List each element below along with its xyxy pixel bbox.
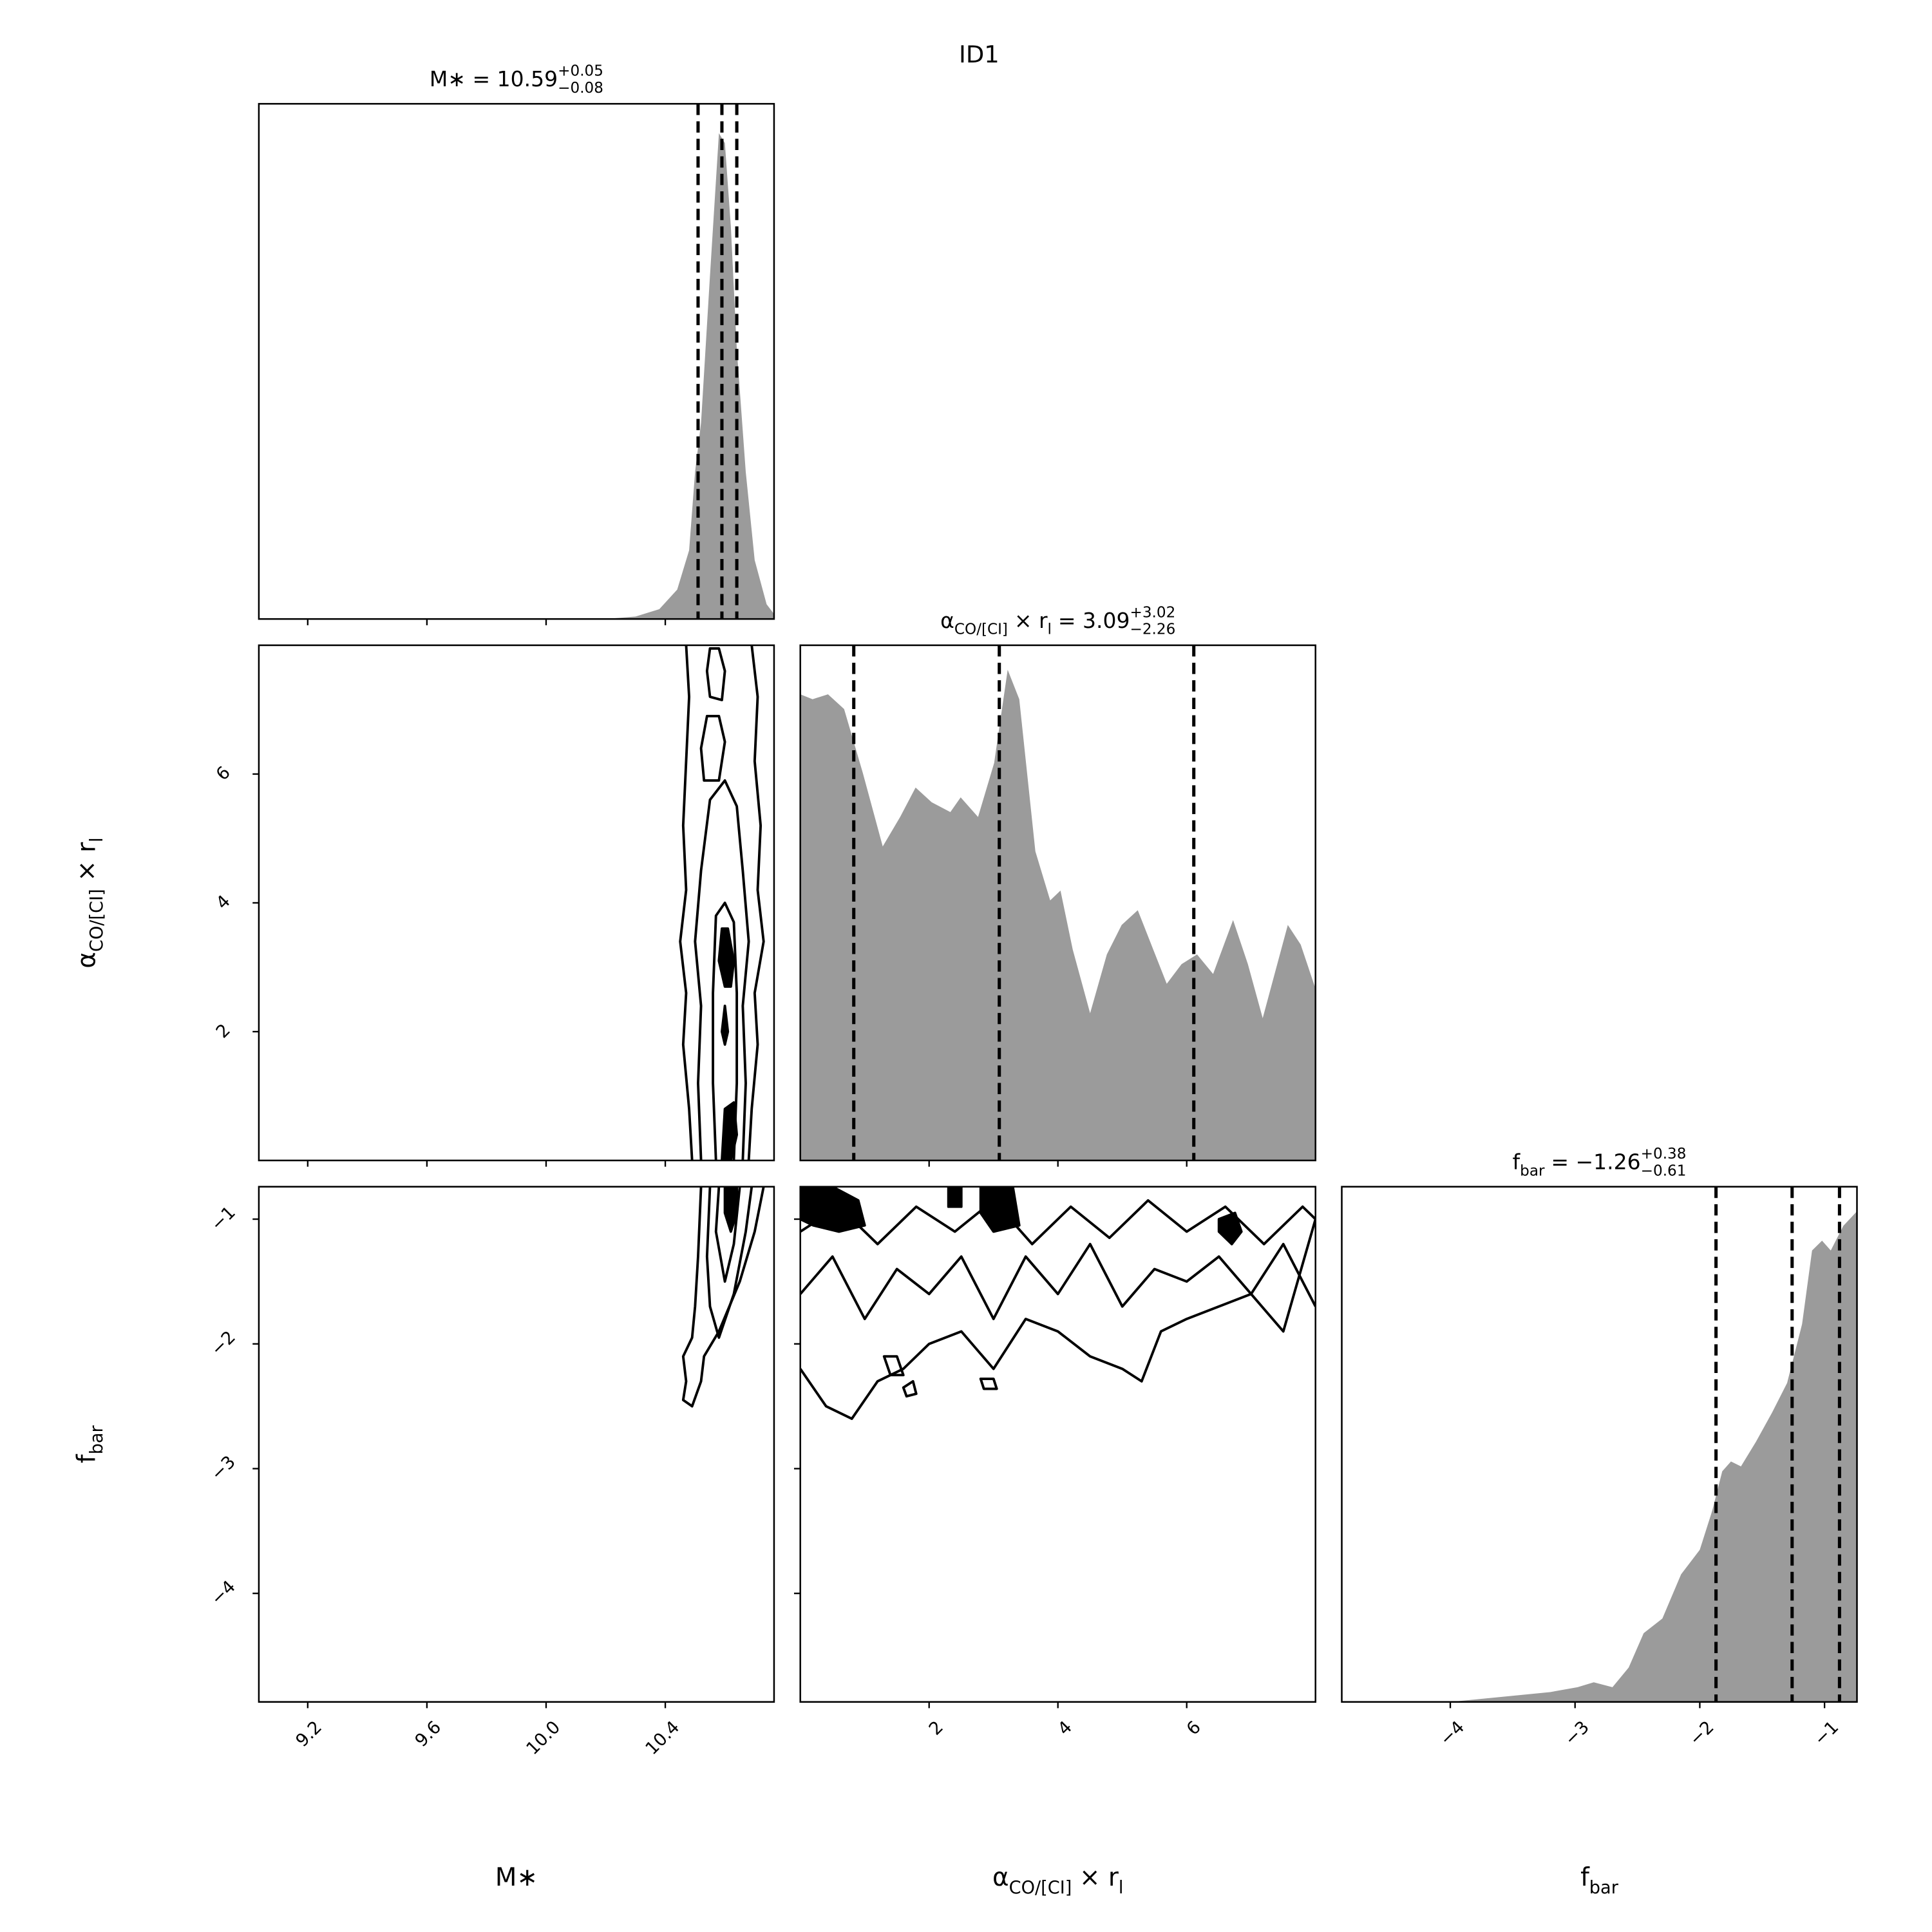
panel-title: α CO/[CI] × r l = 3.09 +3.02−2.26 — [940, 604, 1175, 638]
text-segment: CO/[CI] — [1009, 1878, 1072, 1898]
text-segment: = 3.09 — [1058, 608, 1130, 633]
text-segment: f — [73, 1454, 102, 1463]
contour-fill — [721, 1005, 730, 1046]
panel-frame — [1341, 1186, 1858, 1703]
contour-line — [712, 902, 739, 1160]
contour-line — [679, 645, 694, 1160]
contour-fill — [717, 927, 735, 988]
text-segment: M∗ = 10.59 — [430, 66, 558, 91]
contour-fill — [979, 1186, 1021, 1233]
text-segment: CO/[CI] — [87, 889, 107, 952]
text-segment: CO/[CI] — [954, 621, 1008, 638]
text-segment: f — [1513, 1150, 1521, 1175]
contour-line — [747, 645, 765, 1160]
text-segment: −2.26 — [1130, 621, 1176, 638]
text-segment: M∗ — [495, 1863, 538, 1892]
text-segment: +0.05 — [558, 62, 603, 79]
text-segment: α — [940, 608, 954, 633]
histogram-area — [800, 670, 1316, 1160]
text-segment: bar — [1589, 1878, 1619, 1898]
panel-frame — [258, 102, 775, 620]
contour-line — [800, 1242, 1316, 1320]
contour-line — [882, 1355, 905, 1377]
text-segment: × r — [73, 842, 102, 882]
histogram-area — [1341, 1211, 1857, 1702]
text-segment: +3.02 — [1130, 604, 1176, 621]
panel — [800, 1186, 1316, 1420]
contour-fill — [800, 1186, 866, 1233]
contour-line — [705, 647, 726, 701]
panel — [679, 645, 765, 1160]
panel-title: M∗ = 10.59 +0.05−0.08 — [430, 62, 603, 96]
text-segment: −0.08 — [558, 80, 603, 97]
contour-fill — [723, 1186, 739, 1233]
contour-line — [714, 1186, 741, 1283]
panel — [605, 104, 774, 620]
text-segment: α — [73, 952, 102, 969]
panel — [800, 645, 1316, 1160]
text-segment: α — [992, 1863, 1009, 1892]
text-segment: l — [87, 837, 107, 842]
contour-fill — [721, 1101, 739, 1160]
x-axis-label: f bar — [1580, 1863, 1619, 1898]
text-segment: l — [1119, 1878, 1124, 1898]
x-axis-label: M∗ — [495, 1863, 538, 1892]
text-segment: +0.38 — [1641, 1146, 1687, 1162]
panel-frame — [258, 1186, 775, 1703]
contour-line — [800, 1199, 1316, 1245]
text-segment: l — [1048, 621, 1052, 638]
contour-line — [979, 1378, 998, 1390]
y-axis-label: αCO/[CI] × rl — [73, 837, 108, 968]
figure-title: ID1 — [959, 41, 999, 68]
contour-line — [699, 715, 726, 782]
contour-line — [902, 1379, 918, 1398]
contour-fill — [1217, 1211, 1243, 1245]
text-segment: bar — [87, 1425, 107, 1455]
panel — [681, 1186, 765, 1408]
text-segment: × r — [1079, 1863, 1119, 1892]
text-segment: = −1.26 — [1551, 1150, 1640, 1175]
contour-line — [681, 1186, 765, 1408]
contour-line — [694, 779, 750, 1160]
contour-line — [800, 1218, 1316, 1420]
histogram-area — [605, 133, 774, 620]
panel-title: f bar = −1.26 +0.38−0.61 — [1513, 1146, 1687, 1179]
text-segment: −0.61 — [1641, 1162, 1687, 1179]
contour-line — [705, 1186, 753, 1340]
text-segment: f — [1580, 1863, 1590, 1892]
panel — [1341, 1186, 1857, 1702]
text-segment: bar — [1520, 1162, 1545, 1179]
text-segment: × r — [1014, 608, 1048, 633]
contour-fill — [947, 1186, 963, 1208]
